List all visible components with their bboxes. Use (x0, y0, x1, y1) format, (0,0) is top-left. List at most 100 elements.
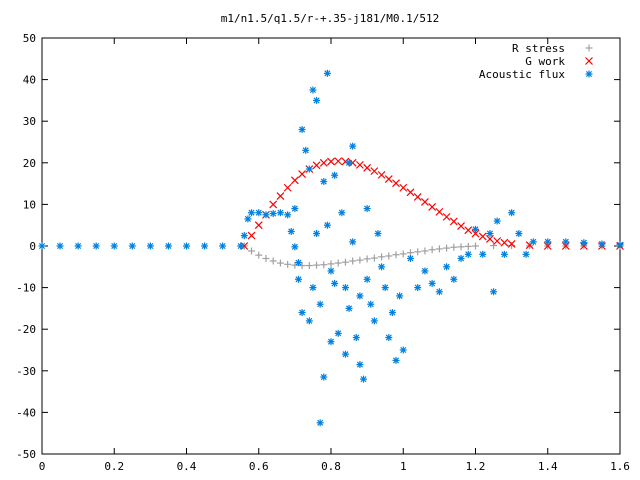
y-tick-label: -20 (16, 323, 36, 336)
data-point (164, 242, 172, 250)
data-point (472, 242, 479, 250)
data-point (472, 225, 479, 233)
data-point (298, 262, 306, 270)
data-point (201, 242, 209, 250)
y-tick-label: 30 (23, 115, 36, 128)
data-point (443, 244, 451, 252)
data-point (327, 267, 335, 275)
data-point (244, 215, 252, 223)
data-point (219, 242, 227, 250)
data-point (414, 248, 422, 256)
x-tick-label: 0.2 (104, 460, 124, 473)
data-point (320, 178, 328, 186)
data-point (74, 242, 82, 250)
data-point (428, 279, 436, 287)
data-point (381, 284, 389, 292)
data-point (385, 252, 393, 260)
data-point (378, 263, 386, 271)
data-point (370, 167, 379, 176)
legend-marker (585, 57, 593, 65)
data-point (294, 275, 302, 283)
x-tick-label: 0.6 (249, 460, 269, 473)
legend-marker-g-work (585, 57, 593, 65)
x-axis: 0 0.2 0.4 0.6 0.8 1 1.2 1.4 1.6 (39, 38, 630, 473)
data-point (320, 373, 328, 381)
data-point (428, 246, 436, 254)
plot-frame (41, 37, 621, 455)
data-point (486, 230, 494, 238)
data-point (522, 250, 530, 258)
data-point (406, 254, 414, 262)
data-point (457, 254, 465, 262)
plot-series (38, 69, 624, 427)
data-point (240, 242, 249, 250)
data-point (443, 263, 451, 271)
data-point (457, 222, 465, 230)
data-point (428, 202, 437, 211)
x-tick-label: 1.6 (610, 460, 630, 473)
data-point (305, 262, 313, 270)
chart-title: m1/n1.5/q1.5/r-+.35-j181/M0.1/512 (221, 12, 440, 25)
legend-marker (585, 70, 593, 78)
data-point (298, 170, 307, 178)
data-point (457, 243, 465, 251)
data-point (284, 260, 292, 268)
data-point (248, 247, 256, 255)
data-point (500, 238, 509, 247)
data-point (290, 176, 299, 185)
data-point (309, 86, 317, 94)
data-point (276, 192, 285, 201)
data-point (598, 240, 606, 248)
data-point (283, 183, 292, 192)
data-point (580, 239, 588, 247)
data-point (356, 256, 364, 264)
data-point (493, 237, 502, 245)
data-point (388, 309, 396, 317)
data-point (363, 205, 371, 213)
data-point (490, 288, 498, 296)
data-point (392, 251, 400, 259)
legend-label-acoustic-flux: Acoustic flux (479, 68, 565, 81)
data-point (360, 375, 368, 383)
data-point (56, 242, 64, 250)
y-tick-label: -10 (16, 282, 36, 295)
y-axis: 50 40 30 20 10 0 -10 -20 -30 -40 -50 (16, 32, 620, 461)
data-point (269, 257, 277, 265)
data-point (450, 275, 458, 283)
data-point (313, 230, 321, 238)
data-point (305, 317, 313, 325)
data-point (334, 329, 342, 337)
data-point (110, 242, 118, 250)
data-point (128, 242, 136, 250)
series-acoustic-flux (38, 69, 624, 427)
data-point (291, 243, 299, 251)
data-point (345, 304, 353, 312)
y-tick-label: 50 (23, 32, 36, 45)
data-point (377, 170, 386, 179)
data-point (449, 217, 458, 226)
data-point (331, 279, 339, 287)
data-point (349, 257, 357, 265)
data-point (327, 338, 335, 346)
data-point (269, 200, 278, 209)
x-tick-label: 1 (400, 460, 407, 473)
x-tick-label: 0 (39, 460, 46, 473)
data-point (355, 160, 364, 169)
data-point (319, 158, 328, 167)
data-point (356, 361, 364, 369)
data-point (356, 292, 364, 300)
data-point (399, 346, 407, 354)
x-tick-label: 1.2 (466, 460, 486, 473)
x-tick-label: 0.4 (177, 460, 197, 473)
data-point (413, 192, 422, 201)
data-point (348, 158, 357, 167)
y-tick-label: 10 (23, 198, 36, 211)
data-point (616, 241, 624, 249)
data-point (421, 247, 429, 255)
data-point (493, 217, 501, 225)
data-point (562, 238, 570, 246)
data-point (464, 250, 472, 258)
data-point (247, 231, 256, 240)
x-tick-label: 0.8 (321, 460, 341, 473)
legend-label-g-work: G work (525, 55, 565, 68)
